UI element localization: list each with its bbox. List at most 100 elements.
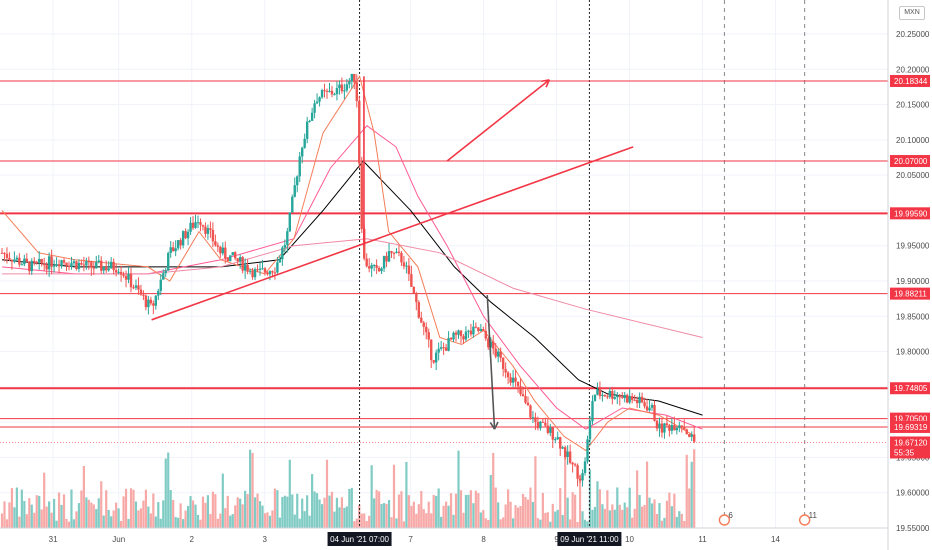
candle-body [251, 270, 254, 278]
candle-body [397, 251, 401, 253]
candle-body [82, 264, 86, 266]
candle-body [526, 402, 530, 406]
volume-bar [340, 497, 343, 528]
volume-bar [685, 454, 688, 528]
volume-bar [432, 495, 435, 528]
volume-bar [77, 503, 81, 528]
volume-bar [631, 517, 634, 528]
volume-bar [464, 494, 468, 528]
candle-body [660, 423, 664, 433]
candle-body [420, 317, 423, 323]
time-axis[interactable]: 31 Jun 2 3 7 8 9 10 11 14 04 Jun '21 07:00 09 Jun '… [49, 532, 781, 546]
candle-body [301, 147, 304, 157]
volume-bar [479, 512, 482, 528]
volume-bar [415, 513, 418, 528]
volume-bar [20, 489, 23, 528]
candle-body [430, 339, 433, 361]
candle-body [425, 326, 428, 333]
candle-body [241, 257, 244, 271]
candle-body [23, 258, 26, 265]
candle-body [462, 336, 465, 340]
price-labels: 20.18344 20.07000 19.99590 19.88211 19.74805… [890, 74, 930, 459]
candle-body [658, 423, 661, 429]
volume-bar [457, 450, 460, 528]
volume-bar [219, 513, 222, 528]
volume-bar [400, 491, 403, 528]
volume-bar [107, 509, 110, 528]
volume-bar [608, 510, 611, 528]
candle-body [315, 101, 319, 104]
volume-bar [683, 520, 686, 528]
candle-body [288, 212, 291, 232]
volume-bar [650, 503, 654, 528]
arrow-head [489, 421, 496, 430]
event-markers[interactable]: 6 11 [718, 511, 818, 526]
volume-bar [241, 504, 244, 528]
currency-button[interactable]: MXN [899, 6, 925, 20]
price-level-label: 19.88211 [894, 290, 927, 299]
candle-body [224, 247, 227, 259]
candle-body [338, 84, 341, 89]
candle-body [149, 299, 153, 304]
volume-bar [268, 515, 272, 528]
candle-body [554, 439, 557, 441]
candle-body [514, 377, 517, 382]
candle-body [568, 451, 572, 463]
volume-bar [673, 493, 676, 528]
candle-body [117, 271, 120, 273]
candle-body [442, 347, 445, 349]
volume-bar [405, 461, 408, 528]
volume-bar [571, 492, 574, 528]
candle-body [645, 406, 649, 411]
candle-body [459, 330, 463, 337]
volume-bar [301, 498, 304, 528]
volume-bar [596, 481, 599, 528]
candle-body [40, 258, 43, 264]
candle-body [628, 396, 631, 403]
price-level-label-box [890, 74, 930, 87]
candle-body [402, 262, 406, 267]
volume-bar [313, 491, 316, 528]
volume-bar [186, 505, 190, 528]
volume-bar [258, 501, 262, 528]
candle-body [345, 84, 349, 91]
candle-body [308, 120, 311, 122]
volume-bar [318, 499, 321, 528]
time-tick-label: 3 [262, 535, 267, 544]
volume-bar [35, 495, 38, 528]
price-level-label: 19.70500 [894, 415, 928, 424]
candle-body [415, 293, 418, 303]
candle-body [563, 447, 567, 458]
candle-body [266, 272, 269, 275]
volume-bar [665, 500, 669, 528]
volume-bar [5, 519, 9, 528]
volume-bar [368, 515, 371, 528]
volume-bar [3, 501, 6, 528]
candle-body [591, 401, 594, 422]
horizontal-levels[interactable] [0, 80, 888, 443]
volume-bar [251, 452, 254, 528]
candle-body [675, 427, 679, 431]
volume-bar [690, 461, 693, 528]
volume-bar [127, 518, 130, 528]
candle-body [122, 274, 125, 276]
candle-body [596, 389, 599, 395]
volume-bar [48, 501, 51, 528]
candle-body [157, 290, 160, 296]
volume-bar [33, 512, 36, 528]
volume-bar [194, 504, 197, 528]
candle-body [447, 337, 450, 351]
candle-body [410, 274, 413, 287]
volume-bar [566, 497, 569, 528]
volume-bar [678, 511, 681, 528]
volume-bar [306, 495, 309, 528]
candle-body [581, 473, 584, 481]
volume-bar [132, 489, 135, 528]
trend-lines[interactable] [151, 76, 634, 430]
volume-bar [616, 487, 619, 528]
candle-body [380, 268, 383, 272]
volume-bar [529, 487, 532, 528]
candle-body [320, 90, 324, 98]
volume-bar [87, 499, 90, 528]
